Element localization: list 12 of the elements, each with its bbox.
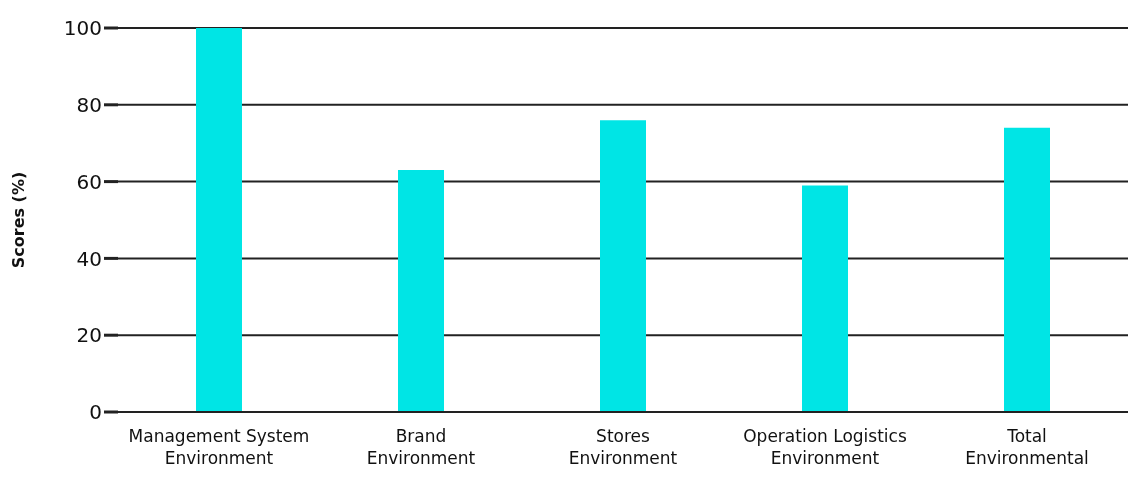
x-tick-label: Stores Environment [568, 426, 678, 468]
y-tick-label: 0 [89, 400, 102, 425]
y-tick-label: 40 [76, 246, 102, 271]
y-tick-label: 80 [76, 92, 102, 117]
y-tick-label: 60 [76, 169, 102, 194]
x-tick-label: Operation Logistics Environment [743, 426, 907, 468]
y-axis-title: Scores (%) [8, 171, 28, 269]
y-tick-label: 100 [63, 16, 102, 41]
x-tick-label: Brand Environment [366, 426, 476, 468]
x-tick-label: Management System Environment [128, 426, 310, 468]
y-tick-label: 20 [76, 323, 102, 348]
x-tick-label: Total Environmental [965, 426, 1089, 468]
